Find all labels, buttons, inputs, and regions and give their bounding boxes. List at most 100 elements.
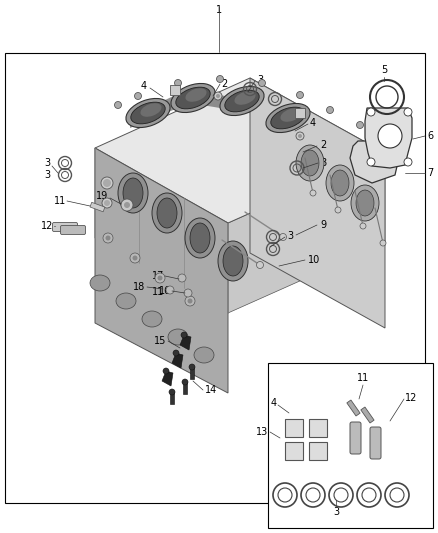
Text: 19: 19 (96, 191, 108, 201)
Circle shape (101, 177, 113, 189)
Circle shape (184, 289, 192, 297)
Text: 7: 7 (427, 168, 433, 178)
Ellipse shape (185, 218, 215, 258)
Text: 9: 9 (320, 220, 326, 230)
Polygon shape (130, 88, 255, 128)
Polygon shape (250, 78, 385, 328)
Text: 12: 12 (41, 221, 53, 231)
Polygon shape (162, 371, 173, 386)
Text: 11: 11 (54, 196, 66, 206)
Circle shape (310, 190, 316, 196)
Text: 1: 1 (216, 5, 222, 15)
Ellipse shape (142, 311, 162, 327)
Bar (285, 419, 303, 437)
Text: 2: 2 (221, 79, 227, 89)
Circle shape (124, 202, 130, 208)
Text: 2: 2 (320, 140, 326, 150)
Circle shape (155, 273, 165, 283)
Text: 12: 12 (405, 393, 417, 403)
Ellipse shape (194, 347, 214, 363)
Polygon shape (180, 335, 191, 350)
Circle shape (121, 199, 133, 211)
Text: 5: 5 (381, 65, 387, 75)
Ellipse shape (271, 107, 305, 129)
Circle shape (114, 101, 121, 109)
Ellipse shape (301, 150, 319, 176)
Circle shape (279, 233, 286, 240)
Bar (170, 392, 174, 404)
Circle shape (296, 132, 304, 140)
Text: 8: 8 (320, 158, 326, 168)
Text: 11: 11 (152, 287, 164, 297)
Bar (285, 442, 303, 460)
Circle shape (181, 332, 187, 338)
Circle shape (380, 240, 386, 246)
Text: 3: 3 (257, 75, 263, 85)
Circle shape (134, 93, 141, 100)
FancyBboxPatch shape (350, 422, 361, 454)
Polygon shape (228, 153, 385, 313)
Ellipse shape (326, 165, 354, 201)
Circle shape (214, 92, 222, 100)
Bar (183, 382, 187, 394)
Ellipse shape (266, 103, 310, 133)
Bar (361, 407, 374, 423)
Circle shape (357, 122, 364, 128)
Bar (190, 367, 194, 379)
Ellipse shape (118, 173, 148, 213)
Bar (347, 400, 360, 416)
Ellipse shape (131, 102, 165, 124)
Ellipse shape (351, 185, 379, 221)
Ellipse shape (223, 246, 243, 276)
Bar (5, 53, 425, 503)
Circle shape (163, 368, 169, 374)
Text: 4: 4 (141, 81, 147, 91)
Text: 6: 6 (427, 131, 433, 141)
Ellipse shape (126, 99, 170, 127)
Circle shape (367, 158, 375, 166)
Text: 3: 3 (287, 231, 293, 241)
Circle shape (216, 76, 223, 83)
FancyBboxPatch shape (60, 225, 85, 235)
Bar (90, 203, 105, 212)
Ellipse shape (280, 108, 301, 122)
Polygon shape (365, 108, 412, 168)
Polygon shape (95, 78, 385, 223)
Circle shape (158, 276, 162, 280)
Ellipse shape (152, 193, 182, 233)
Text: 14: 14 (205, 385, 217, 395)
Circle shape (103, 233, 113, 243)
Text: 13: 13 (256, 427, 268, 437)
FancyBboxPatch shape (53, 222, 78, 231)
Text: 3: 3 (333, 507, 339, 517)
Ellipse shape (220, 86, 264, 116)
Bar (309, 442, 327, 460)
Circle shape (166, 286, 174, 294)
Text: 10: 10 (308, 255, 320, 265)
Ellipse shape (356, 190, 374, 216)
Circle shape (133, 255, 138, 261)
Circle shape (378, 124, 402, 148)
Circle shape (326, 107, 333, 114)
Circle shape (189, 364, 195, 370)
Circle shape (182, 379, 188, 385)
Text: 11: 11 (357, 373, 369, 383)
Text: 3: 3 (44, 170, 50, 180)
Ellipse shape (190, 223, 210, 253)
Circle shape (257, 262, 264, 269)
Text: 3: 3 (44, 158, 50, 168)
Polygon shape (95, 148, 228, 393)
Text: 18: 18 (133, 282, 145, 292)
Ellipse shape (331, 170, 349, 196)
Text: 4: 4 (271, 398, 277, 408)
Circle shape (174, 79, 181, 86)
Circle shape (404, 108, 412, 116)
Ellipse shape (218, 241, 248, 281)
Ellipse shape (296, 145, 324, 181)
Ellipse shape (116, 293, 136, 309)
Circle shape (404, 158, 412, 166)
Circle shape (258, 79, 265, 86)
Circle shape (106, 236, 110, 240)
Ellipse shape (225, 90, 259, 112)
Bar (309, 419, 327, 437)
